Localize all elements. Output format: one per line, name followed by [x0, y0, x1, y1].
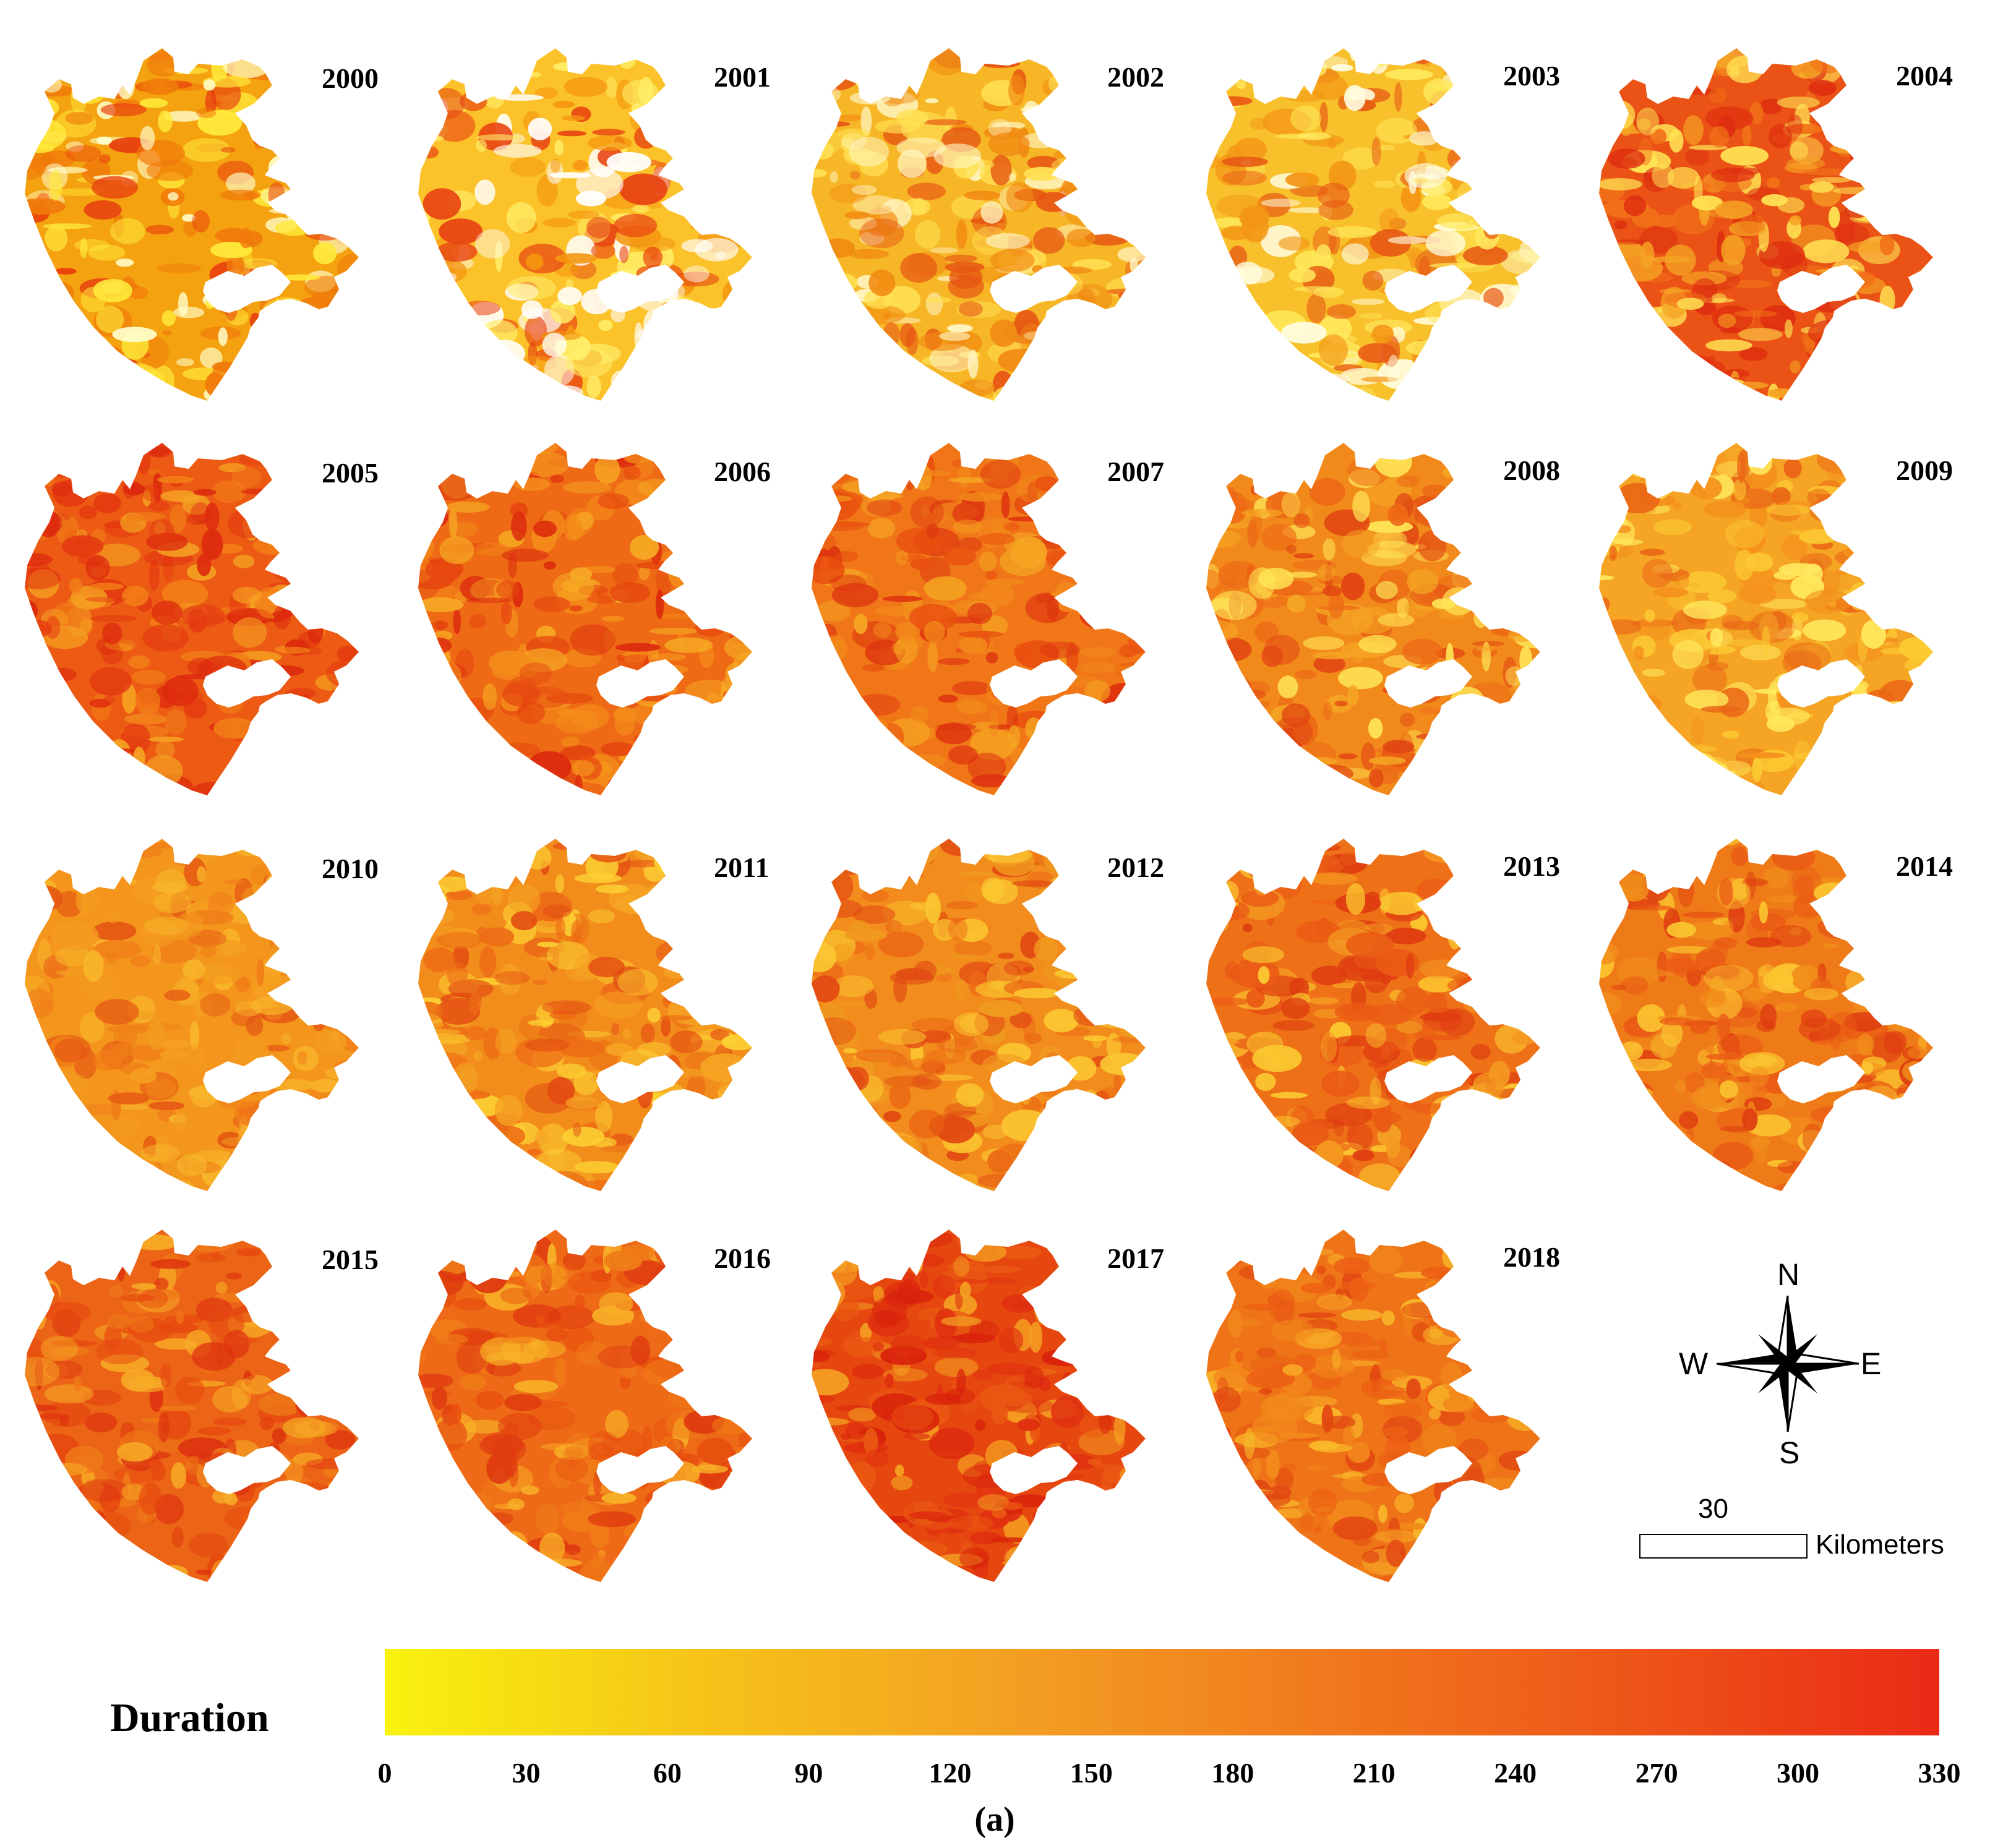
year-label: 2011: [714, 852, 770, 883]
year-label: 2008: [1503, 455, 1560, 486]
lagoon-area: [596, 1446, 684, 1494]
lagoon-area: [1384, 659, 1472, 708]
year-map-panel: [1599, 443, 1933, 795]
year-map-panel: [1599, 839, 1933, 1191]
legend-color-bar: [385, 1649, 1939, 1735]
legend-tick-label: 330: [1918, 1757, 1961, 1789]
legend-tick-label: 270: [1635, 1757, 1678, 1789]
year-label: 2001: [714, 61, 771, 93]
north-arrow-compass: N S E W: [1679, 1257, 1893, 1470]
year-map-panel: [418, 839, 752, 1191]
legend-tick-label: 300: [1777, 1757, 1820, 1789]
year-label: 2012: [1107, 852, 1164, 883]
year-label: 2009: [1896, 455, 1953, 486]
year-map-panel: [418, 443, 752, 795]
lagoon-area: [990, 1055, 1078, 1103]
year-label: 2007: [1107, 456, 1164, 487]
lagoon-area: [596, 265, 684, 313]
legend-tick-label: 150: [1070, 1757, 1113, 1789]
legend-tick-label: 30: [512, 1757, 541, 1789]
scale-bar-value: 30: [1698, 1494, 1728, 1524]
year-map-panel: [1206, 839, 1540, 1191]
year-label: 2002: [1107, 61, 1164, 93]
compass-east-label: E: [1861, 1346, 1882, 1381]
legend-tick-label: 120: [929, 1757, 972, 1789]
year-label: 2013: [1503, 850, 1560, 882]
year-label: 2017: [1107, 1243, 1164, 1274]
legend-tick-label: 180: [1211, 1757, 1254, 1789]
year-map-panel: [1206, 1230, 1540, 1582]
lagoon-area: [990, 1446, 1078, 1494]
legend-gradient: [385, 1649, 1939, 1735]
year-label: 2015: [322, 1244, 379, 1275]
year-map-panel: [418, 1230, 752, 1582]
scale-bar: [1639, 1534, 1808, 1559]
lagoon-area: [596, 659, 684, 708]
compass-rose-icon: [1716, 1295, 1859, 1432]
year-label: 2016: [714, 1243, 771, 1274]
year-map-panel: [25, 1230, 359, 1582]
lagoon-area: [203, 659, 291, 708]
year-map-panel: [1599, 48, 1933, 401]
lagoon-area: [1384, 1055, 1472, 1103]
lagoon-area: [1384, 1446, 1472, 1494]
lagoon-area: [1777, 659, 1865, 708]
lagoon-area: [203, 1055, 291, 1103]
legend-tick-label: 60: [653, 1757, 682, 1789]
legend-title: Duration: [110, 1695, 269, 1740]
year-label: 2010: [322, 853, 379, 884]
year-map-panel: [812, 443, 1146, 795]
year-label: 2005: [322, 457, 379, 489]
legend-tick-label: 0: [377, 1757, 392, 1789]
lagoon-area: [1384, 265, 1472, 313]
year-map-panel: [812, 1230, 1146, 1582]
legend-tick-label: 210: [1352, 1757, 1396, 1789]
year-label: 2004: [1896, 60, 1953, 92]
figure-caption: (a): [974, 1800, 1015, 1839]
compass-south-label: S: [1779, 1435, 1800, 1470]
year-map-panel: [1206, 443, 1540, 795]
legend-tick-label: 240: [1494, 1757, 1537, 1789]
lagoon-area: [1777, 265, 1865, 313]
scale-bar-unit: Kilometers: [1816, 1529, 1944, 1560]
year-map-panel: [418, 48, 752, 401]
year-label: 2003: [1503, 60, 1560, 92]
year-label: 2014: [1896, 850, 1953, 882]
lagoon-area: [596, 1055, 684, 1103]
year-map-panel: [25, 839, 359, 1191]
year-label: 2000: [322, 62, 379, 94]
year-label: 2018: [1503, 1241, 1560, 1273]
legend-tick-label: 90: [794, 1757, 823, 1789]
lagoon-area: [203, 1446, 291, 1494]
year-map-panel: [1206, 48, 1540, 401]
lagoon-area: [990, 265, 1078, 313]
compass-north-label: N: [1777, 1257, 1800, 1292]
year-label: 2006: [714, 456, 771, 487]
lagoon-area: [1777, 1055, 1865, 1103]
compass-west-label: W: [1679, 1346, 1709, 1381]
lagoon-area: [990, 659, 1078, 708]
year-map-panel: [812, 839, 1146, 1191]
lagoon-area: [203, 265, 291, 313]
